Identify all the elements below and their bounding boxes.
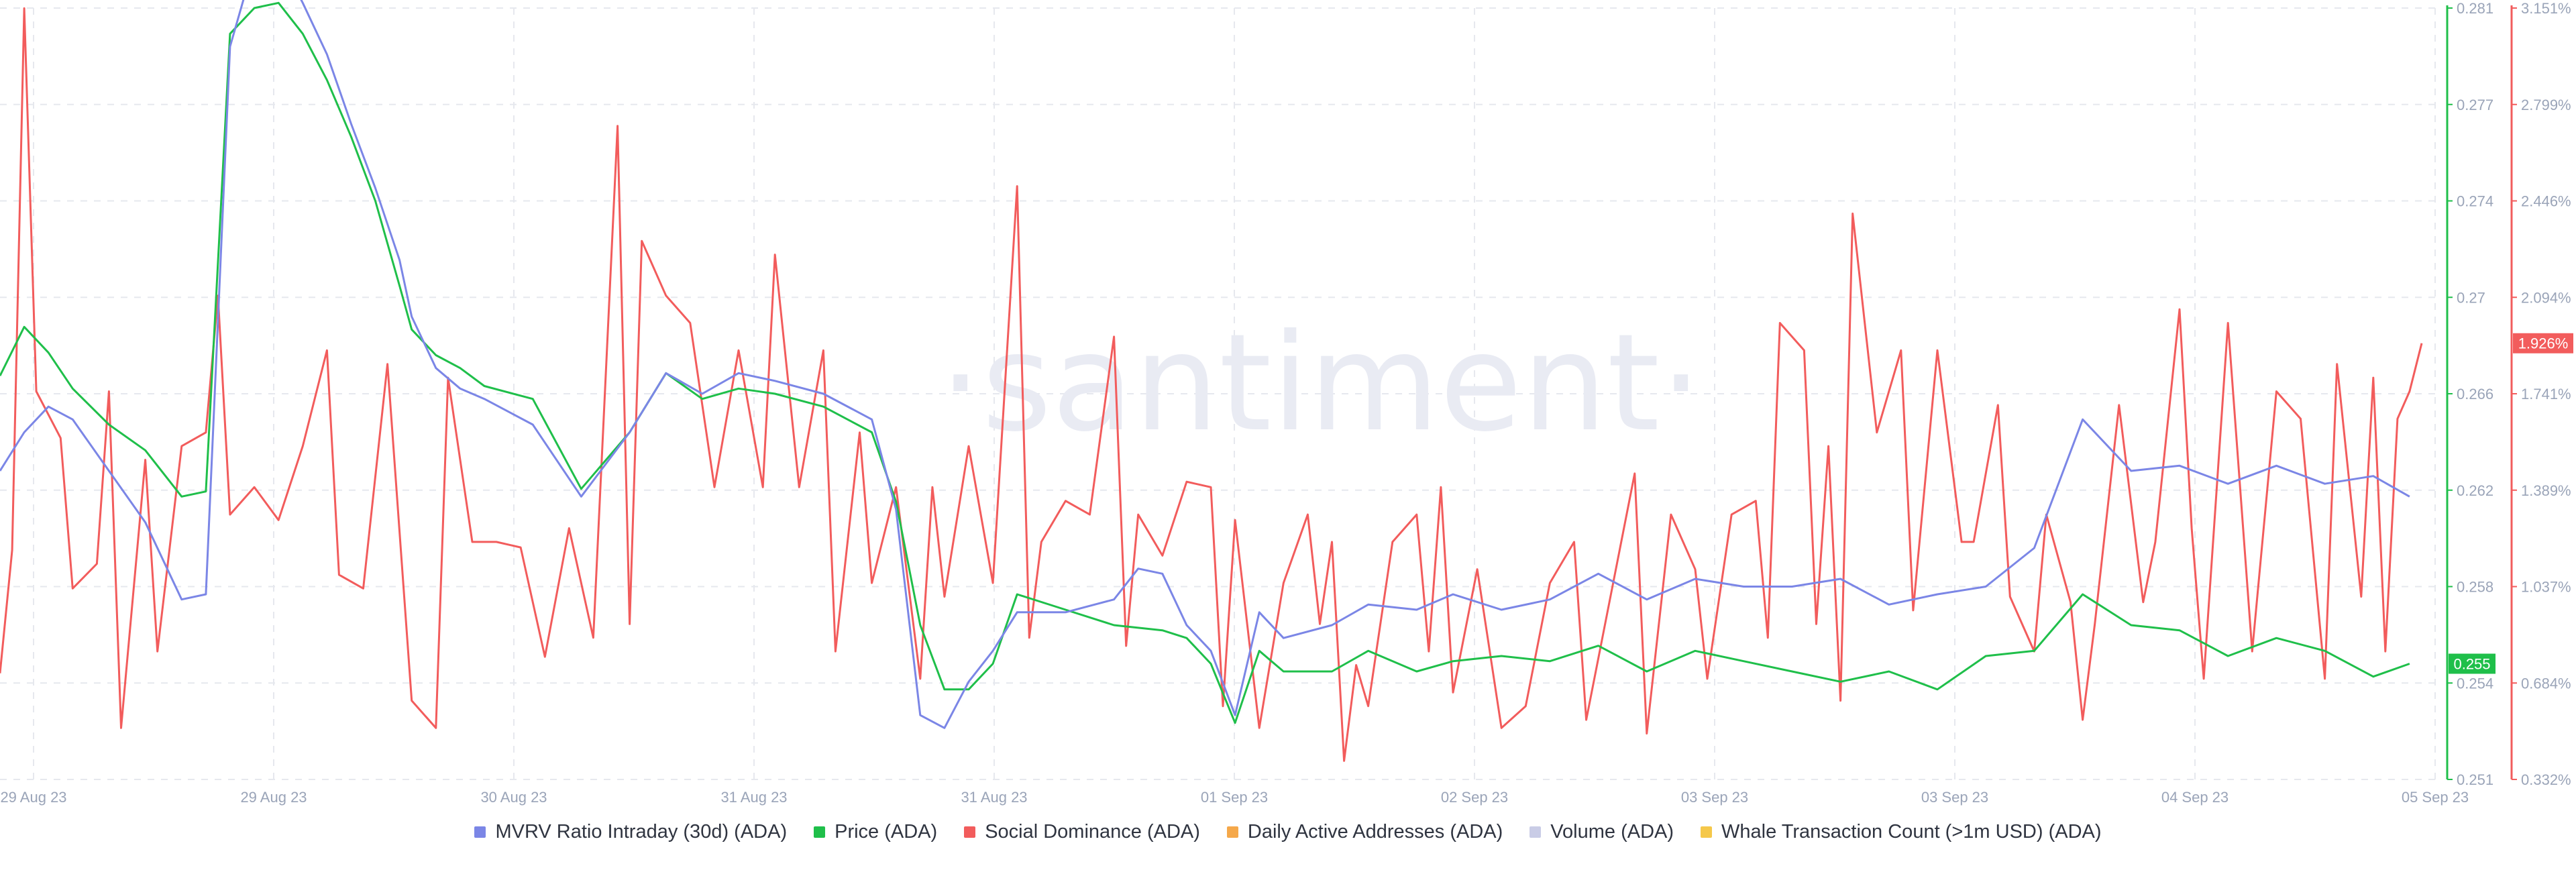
legend-swatch xyxy=(474,826,486,838)
social-tick-label: 1.037% xyxy=(2521,579,2571,596)
legend-label: Whale Transaction Count (>1m USD) (ADA) xyxy=(1721,821,2102,842)
x-tick-label: 31 Aug 23 xyxy=(961,789,1027,806)
x-axis-ticks: 29 Aug 23 29 Aug 23 30 Aug 23 31 Aug 23 31 A… xyxy=(0,789,2469,806)
x-tick-label: 05 Sep 23 xyxy=(2402,789,2469,806)
legend-swatch xyxy=(1701,826,1713,838)
legend-item[interactable]: Price (ADA) xyxy=(814,821,937,843)
social-tick-label: 0.684% xyxy=(2521,675,2571,692)
legend-item[interactable]: Social Dominance (ADA) xyxy=(964,821,1200,843)
social-tick-label: 1.741% xyxy=(2521,386,2571,402)
legend-item[interactable]: MVRV Ratio Intraday (30d) (ADA) xyxy=(474,821,787,843)
legend-item[interactable]: Daily Active Addresses (ADA) xyxy=(1226,821,1503,843)
legend-swatch xyxy=(964,826,976,838)
price-tick-label: 0.281 xyxy=(2457,0,2493,17)
social-tick-label: 3.151% xyxy=(2521,0,2571,17)
price-tick-label: 0.266 xyxy=(2457,386,2493,402)
social-current-label: 1.926% xyxy=(2518,335,2569,352)
legend: MVRV Ratio Intraday (30d) (ADA) Price (AD… xyxy=(0,821,2576,843)
social-current-badge xyxy=(2513,333,2573,353)
watermark: ·santiment· xyxy=(939,305,1703,461)
price-tick-label: 0.277 xyxy=(2457,97,2493,113)
price-tick-label: 0.262 xyxy=(2457,482,2493,499)
x-tick-label: 29 Aug 23 xyxy=(240,789,307,806)
x-tick-label: 03 Sep 23 xyxy=(1681,789,1748,806)
legend-item[interactable]: Volume (ADA) xyxy=(1529,821,1674,843)
price-axis-ticks: 0.281 0.277 0.274 0.27 0.266 0.262 0.258 0.254 0… xyxy=(2447,0,2493,788)
legend-label: Volume (ADA) xyxy=(1550,821,1674,842)
legend-item[interactable]: Whale Transaction Count (>1m USD) (ADA) xyxy=(1701,821,2102,843)
price-tick-label: 0.27 xyxy=(2457,289,2485,306)
series-line-mvrv-ratio-intraday-30d-ada xyxy=(0,0,2410,729)
series-line-social-dominance-ada xyxy=(0,7,2423,762)
price-tick-label: 0.274 xyxy=(2457,193,2493,210)
legend-swatch xyxy=(814,826,826,838)
social-tick-label: 1.389% xyxy=(2521,482,2571,499)
price-current-badge xyxy=(2449,653,2496,674)
legend-label: Social Dominance (ADA) xyxy=(985,821,1200,842)
x-tick-label: 30 Aug 23 xyxy=(480,789,547,806)
grid xyxy=(0,7,2436,780)
x-tick-label: 29 Aug 23 xyxy=(0,789,66,806)
chart: ·santiment· 0.281 0.277 0.274 0.27 0.266 0.26… xyxy=(0,0,2573,806)
social-axis-ticks: 3.151% 2.799% 2.446% 2.094% 1.741% 1.389% 1.03… xyxy=(2512,0,2571,788)
x-tick-label: 31 Aug 23 xyxy=(720,789,787,806)
social-tick-label: 2.446% xyxy=(2521,193,2571,210)
price-tick-label: 0.251 xyxy=(2457,771,2493,788)
x-tick-label: 02 Sep 23 xyxy=(1441,789,1508,806)
legend-label: Price (ADA) xyxy=(835,821,938,842)
x-tick-label: 03 Sep 23 xyxy=(1921,789,1988,806)
series-layer xyxy=(0,0,2423,762)
price-current-label: 0.255 xyxy=(2453,656,2490,673)
legend-label: MVRV Ratio Intraday (30d) (ADA) xyxy=(495,821,788,842)
social-tick-label: 0.332% xyxy=(2521,771,2571,788)
social-tick-label: 2.799% xyxy=(2521,97,2571,113)
price-tick-label: 0.258 xyxy=(2457,579,2493,596)
current-value-badges: 0.255 1.926% xyxy=(2449,333,2573,674)
x-tick-label: 01 Sep 23 xyxy=(1201,789,1268,806)
legend-label: Daily Active Addresses (ADA) xyxy=(1247,821,1503,842)
legend-swatch xyxy=(1529,826,1542,838)
legend-swatch xyxy=(1226,826,1238,838)
price-tick-label: 0.254 xyxy=(2457,675,2493,692)
series-line-price-ada xyxy=(0,1,2410,724)
x-tick-label: 04 Sep 23 xyxy=(2161,789,2229,806)
social-tick-label: 2.094% xyxy=(2521,289,2571,306)
